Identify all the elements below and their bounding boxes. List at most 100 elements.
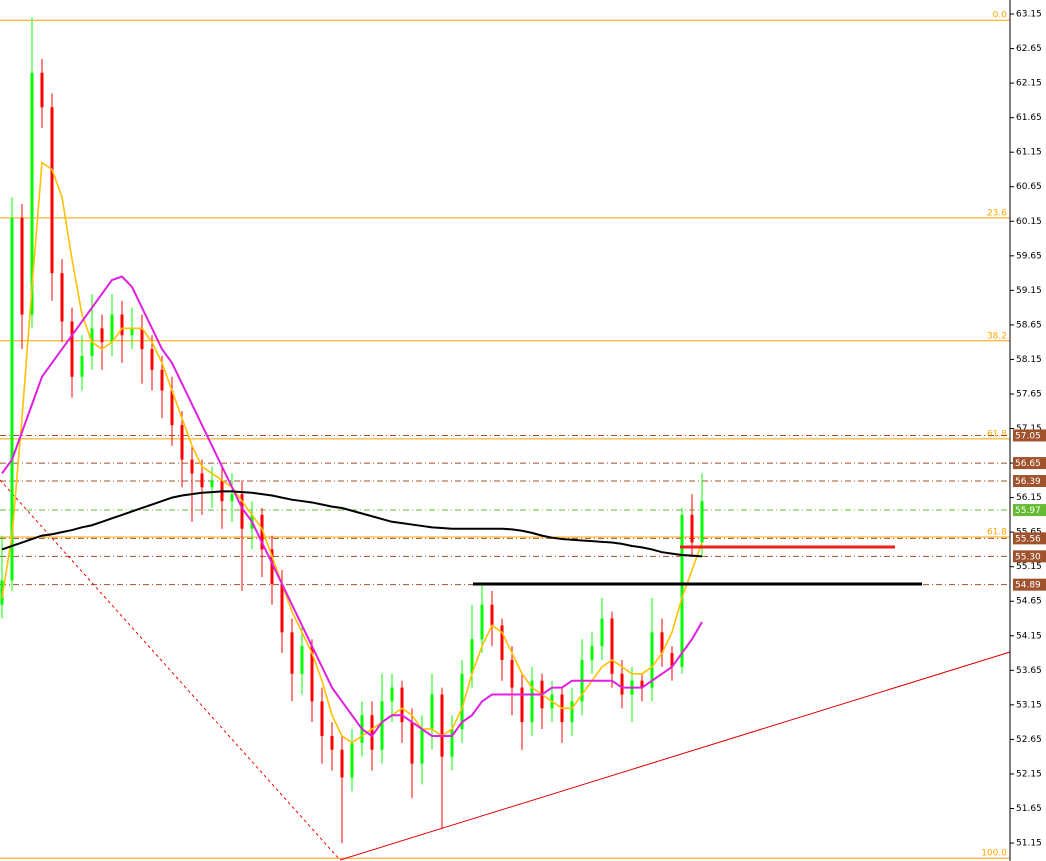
candle-body (440, 694, 444, 757)
level-label: 54.89 (1015, 581, 1041, 591)
candle-body (30, 72, 34, 315)
level-label: 55.56 (1015, 534, 1041, 544)
candle-body (100, 328, 104, 343)
candle-body (70, 321, 74, 377)
fib-label: 38.2 (987, 331, 1007, 341)
level-label: 55.97 (1015, 506, 1041, 516)
y-tick-label: 62.65 (1016, 44, 1042, 54)
y-tick-label: 52.15 (1016, 769, 1042, 779)
y-tick-label: 52.65 (1016, 735, 1042, 745)
candle-body (200, 473, 204, 488)
moving-average (1, 161, 703, 744)
level-label: 56.65 (1015, 459, 1041, 469)
y-tick-label: 57.65 (1016, 389, 1042, 399)
candle-body (400, 687, 404, 723)
candle-body (350, 742, 354, 778)
candle-body (340, 749, 344, 778)
candle-body (420, 729, 424, 764)
level-label: 57.05 (1015, 431, 1041, 441)
candle-body (620, 673, 624, 695)
y-tick-label: 51.15 (1016, 839, 1042, 849)
y-tick-label: 56.15 (1016, 493, 1042, 503)
candle-body (510, 659, 514, 688)
level-box (1013, 578, 1046, 591)
candle-body (240, 494, 244, 529)
y-tick-label: 62.15 (1016, 79, 1042, 89)
y-tick-label: 53.15 (1016, 700, 1042, 710)
y-tick-label: 55.15 (1016, 562, 1042, 572)
y-tick-label: 61.65 (1016, 113, 1042, 123)
candle-body (570, 701, 574, 723)
y-tick-label: 63.15 (1016, 10, 1042, 20)
level-box (1013, 457, 1046, 470)
candle-body (380, 701, 384, 750)
candle-body (370, 715, 374, 750)
candle-body (300, 646, 304, 674)
fib-label: 0.0 (993, 11, 1008, 21)
moving-average (1, 275, 703, 738)
level-box (1013, 475, 1046, 488)
fib-label: 61.8 (987, 527, 1007, 537)
candle-body (460, 673, 464, 730)
candle-body (590, 646, 594, 660)
y-tick-label: 60.65 (1016, 182, 1042, 192)
candle-body (640, 680, 644, 688)
candle-body (410, 722, 414, 764)
level-box (1013, 532, 1046, 545)
y-tick-label: 54.65 (1016, 597, 1042, 607)
candle-body (190, 459, 194, 474)
fib-layer: 0.0 23.6 38.2 61.8 61.8 100.0 (0, 11, 1010, 859)
candle-body (150, 349, 154, 370)
candle-body (290, 632, 294, 674)
candle-body (610, 618, 614, 674)
y-tick-label: 57.15 (1016, 424, 1042, 434)
candle-body (470, 639, 474, 674)
level-label: 55.30 (1015, 552, 1041, 562)
candles-layer (0, 17, 704, 844)
candle-body (480, 604, 484, 640)
candle-body (430, 694, 434, 730)
candle-body (680, 514, 684, 667)
trend-line (339, 651, 1011, 861)
candle-body (690, 514, 694, 543)
level-box (1013, 429, 1046, 442)
y-tick-label: 59.65 (1016, 251, 1042, 261)
moving-average (1, 490, 703, 558)
y-tick-label: 51.65 (1016, 804, 1042, 814)
candle-body (320, 701, 324, 736)
candle-body (0, 580, 4, 605)
candle-body (520, 687, 524, 723)
candle-body (160, 369, 164, 391)
candle-body (450, 729, 454, 757)
y-tick-label: 58.65 (1016, 320, 1042, 330)
trend-line-dashed (0, 479, 341, 861)
candle-body (530, 680, 534, 723)
level-label: 56.39 (1015, 477, 1041, 487)
candle-body (500, 625, 504, 660)
candle-body (650, 632, 654, 688)
candle-body (260, 514, 264, 550)
candle-body (180, 425, 184, 460)
y-tick-label: 54.15 (1016, 631, 1042, 641)
candle-body (600, 618, 604, 647)
level-box (1013, 550, 1046, 563)
candle-body (40, 72, 44, 108)
candle-body (490, 604, 494, 626)
candle-body (130, 328, 134, 336)
candle-body (60, 273, 64, 322)
ma-layer (1, 161, 703, 744)
candle-body (80, 355, 84, 377)
candle-body (20, 217, 24, 315)
candle-body (660, 632, 664, 654)
candle-body (310, 646, 314, 702)
level-box (1013, 504, 1046, 517)
candle-body (210, 480, 214, 488)
y-tick-label: 60.15 (1016, 217, 1042, 227)
candle-body (390, 687, 394, 702)
candle-body (330, 735, 334, 750)
candle-body (110, 314, 114, 343)
fib-label: 61.8 (987, 429, 1007, 439)
